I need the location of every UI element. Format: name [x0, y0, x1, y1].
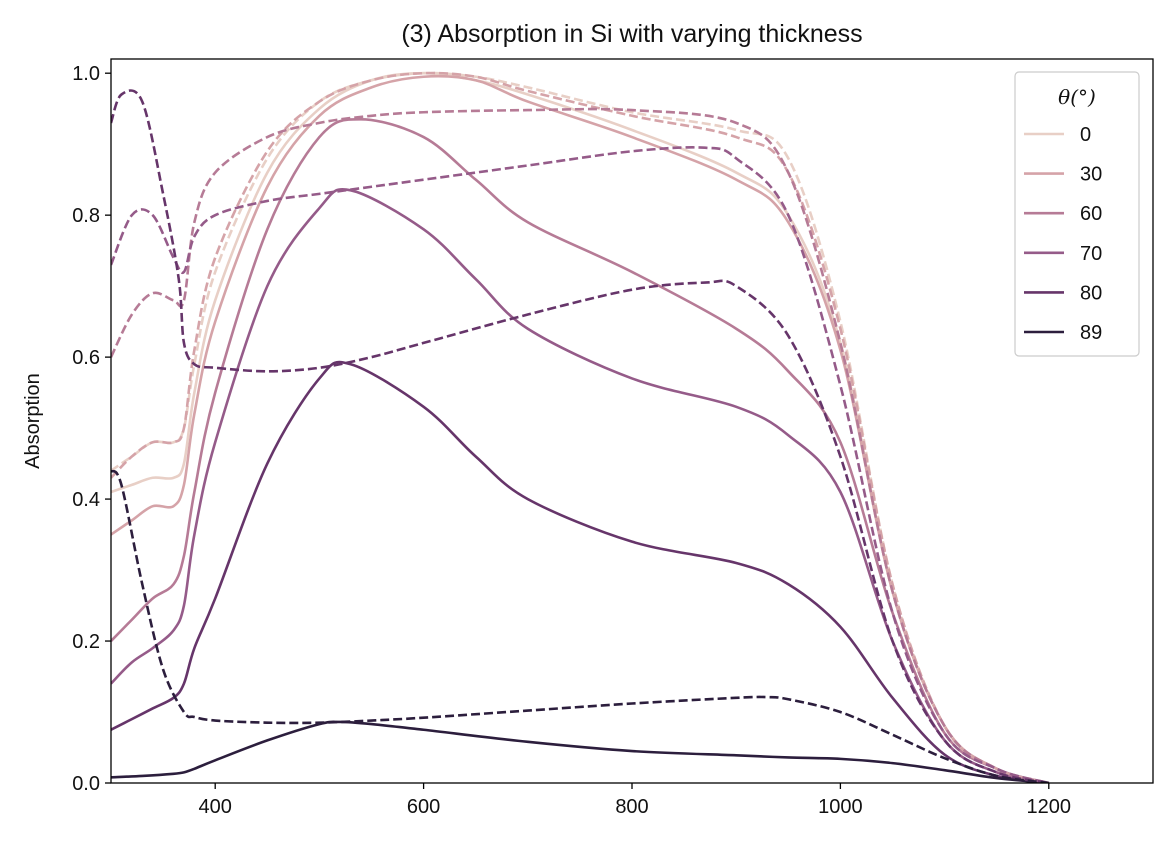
x-tick-label: 400: [199, 796, 232, 818]
series-line-dashed-0: [111, 71, 1050, 783]
x-tick-label: 800: [615, 796, 648, 818]
plot-lines: [111, 71, 1050, 783]
x-tick-label: 600: [407, 796, 440, 818]
legend-label-0: 0: [1080, 124, 1091, 146]
y-tick-label: 0.0: [72, 773, 100, 795]
y-tick-label: 1.0: [72, 63, 100, 85]
legend-frame: [1014, 71, 1140, 357]
series-line-solid-70: [111, 188, 1050, 783]
y-axis: 0.0 0.2 0.4 0.6 0.8 1.0: [72, 63, 111, 795]
y-tick-label: 0.2: [72, 631, 100, 653]
series-line-solid-80: [111, 360, 1049, 783]
y-tick-label: 0.6: [72, 347, 100, 369]
x-axis: 400 600 800 1000 1200: [199, 783, 1072, 818]
series-line-solid-60: [111, 118, 1050, 783]
legend-label-70: 70: [1080, 243, 1102, 265]
x-tick-label: 1000: [818, 796, 863, 818]
chart-title: (3) Absorption in Si with varying thickn…: [401, 20, 862, 48]
y-axis-label: Absorption: [22, 373, 44, 469]
legend-label-30: 30: [1080, 164, 1102, 186]
legend: θ(°) 0 30 60 70 80 89: [1014, 71, 1140, 357]
legend-label-60: 60: [1080, 203, 1102, 225]
series-line-solid-89: [111, 720, 1049, 783]
series-line-dashed-30: [111, 71, 1050, 783]
series-line-dashed-89: [111, 469, 1049, 783]
series-line-dashed-80: [111, 89, 1050, 783]
legend-label-80: 80: [1080, 282, 1102, 304]
y-tick-label: 0.8: [72, 205, 100, 227]
y-tick-label: 0.4: [72, 489, 100, 511]
legend-label-89: 89: [1080, 322, 1102, 344]
x-tick-label: 1200: [1027, 796, 1072, 818]
legend-title: θ(°): [1058, 85, 1096, 109]
series-line-dashed-70: [111, 146, 1050, 783]
